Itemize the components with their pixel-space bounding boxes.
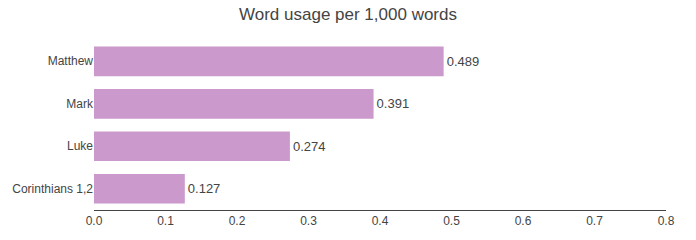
svg-text:Corinthians 1,2: Corinthians 1,2 (12, 182, 93, 196)
svg-text:Word usage per 1,000 words: Word usage per 1,000 words (239, 5, 457, 24)
svg-text:0.6: 0.6 (515, 214, 532, 228)
svg-text:0.7: 0.7 (586, 214, 603, 228)
svg-text:0.3: 0.3 (300, 214, 317, 228)
svg-text:0.5: 0.5 (443, 214, 460, 228)
svg-text:0.127: 0.127 (188, 181, 221, 196)
svg-text:0.0: 0.0 (86, 214, 103, 228)
svg-text:0.1: 0.1 (157, 214, 174, 228)
svg-text:0.8: 0.8 (658, 214, 675, 228)
svg-text:0.2: 0.2 (229, 214, 246, 228)
svg-text:0.489: 0.489 (447, 54, 480, 69)
svg-text:Mark: Mark (66, 97, 94, 111)
svg-text:0.391: 0.391 (377, 96, 410, 111)
svg-text:0.274: 0.274 (293, 139, 326, 154)
svg-text:Matthew: Matthew (48, 54, 94, 68)
svg-text:0.4: 0.4 (372, 214, 389, 228)
svg-text:Luke: Luke (67, 139, 93, 153)
